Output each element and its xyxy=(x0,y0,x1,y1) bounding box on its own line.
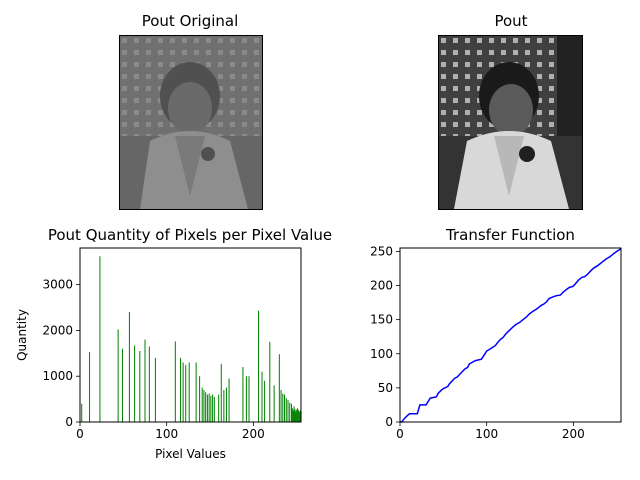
grayscale-child-photo-low-contrast-icon xyxy=(120,36,262,209)
histogram-bar xyxy=(291,408,293,422)
original-photo xyxy=(119,35,263,210)
histogram-bar xyxy=(287,400,289,422)
histogram-bar xyxy=(292,410,294,422)
histogram-bar xyxy=(248,376,250,422)
histogram-bar xyxy=(185,364,187,422)
histogram-bar xyxy=(218,394,220,422)
histogram-bar xyxy=(201,387,203,422)
histogram-bar xyxy=(205,392,207,422)
histogram-bar xyxy=(289,402,291,422)
tf-xtick-label-2: 200 xyxy=(562,427,585,441)
histogram-bar xyxy=(99,256,101,422)
histogram-bar xyxy=(121,348,123,422)
equalized-photo xyxy=(438,35,583,210)
histogram-bar xyxy=(242,367,244,422)
histogram-bar xyxy=(117,329,119,422)
histogram-bar xyxy=(180,357,182,422)
grayscale-child-photo-high-contrast-icon xyxy=(439,36,582,209)
histogram-bar xyxy=(182,362,184,422)
tf-ytick-label-3: 150 xyxy=(370,313,393,327)
histogram-bar xyxy=(203,389,205,422)
hist-ytick-label-3: 3000 xyxy=(42,278,73,292)
histogram-bar xyxy=(282,393,284,422)
histogram-bar xyxy=(298,411,300,422)
histogram-bar xyxy=(258,310,260,422)
tf-ytick-label-2: 100 xyxy=(370,347,393,361)
hist-frame xyxy=(79,247,302,423)
histogram-bar xyxy=(280,389,282,422)
histogram-bar xyxy=(212,394,214,422)
histogram-bar xyxy=(195,362,197,422)
tf-ytick-label-5: 250 xyxy=(370,244,393,258)
tf-xtick-label-1: 100 xyxy=(475,427,498,441)
histogram-bar xyxy=(89,351,91,422)
transfer-function-chart: 0 100 200 0 50 100 150 200 250 xyxy=(370,244,622,441)
histogram-bar xyxy=(220,363,222,422)
histogram-bar xyxy=(81,403,83,422)
histogram-bar xyxy=(134,345,136,422)
transfer-function-line xyxy=(400,248,622,423)
histogram-bar xyxy=(273,385,275,422)
histogram-bar xyxy=(294,409,296,422)
histogram-bar xyxy=(199,376,201,422)
histogram-bar xyxy=(293,406,295,422)
histogram-bar xyxy=(174,341,176,422)
tf-ytick-label-0: 0 xyxy=(385,415,393,429)
hist-ytick-label-1: 1000 xyxy=(42,369,73,383)
histogram-bar xyxy=(261,371,263,422)
histogram-bar xyxy=(278,354,280,422)
histogram-bar xyxy=(139,351,141,422)
original-photo-title: Pout Original xyxy=(141,12,239,30)
histogram-bar xyxy=(206,394,208,422)
histogram-bar xyxy=(208,393,210,422)
tf-ytick-label-4: 200 xyxy=(370,279,393,293)
tf-frame xyxy=(399,247,622,423)
histogram-bar xyxy=(228,378,230,422)
histogram-bar xyxy=(154,357,156,422)
histogram-bar xyxy=(269,341,271,422)
histogram-bar xyxy=(285,398,287,422)
histogram-bar xyxy=(213,396,215,422)
histogram-title: Pout Quantity of Pixels per Pixel Value xyxy=(47,226,333,244)
hist-xtick-label-2: 200 xyxy=(242,427,265,441)
hist-xtick-label-1: 100 xyxy=(155,427,178,441)
histogram-bar xyxy=(225,387,227,422)
histogram-bar xyxy=(245,376,247,422)
tf-ytick-label-1: 50 xyxy=(378,381,393,395)
histogram-bar xyxy=(148,346,150,422)
histogram-xlabel: Pixel Values xyxy=(155,447,226,461)
histogram-bar xyxy=(223,389,225,422)
hist-xtick-label-0: 0 xyxy=(76,427,84,441)
equalized-photo-title: Pout xyxy=(494,12,528,30)
histogram-bar xyxy=(297,410,299,422)
histogram-bar xyxy=(295,411,297,422)
hist-ytick-label-0: 0 xyxy=(65,415,73,429)
histogram-bar xyxy=(264,380,266,422)
histogram-bar xyxy=(296,409,298,422)
histogram-bar xyxy=(297,408,299,422)
tf-xtick-label-0: 0 xyxy=(396,427,404,441)
transfer-title: Transfer Function xyxy=(446,226,575,244)
histogram-bar xyxy=(188,362,190,422)
histogram-bar xyxy=(128,312,130,422)
histogram-bar xyxy=(210,395,212,422)
histogram-bar xyxy=(144,339,146,422)
histogram-bar xyxy=(284,394,286,422)
histogram-bar xyxy=(299,410,301,422)
histogram-ylabel: Quantity xyxy=(15,309,29,361)
hist-ytick-label-2: 2000 xyxy=(42,323,73,337)
histogram-bar xyxy=(290,403,292,422)
